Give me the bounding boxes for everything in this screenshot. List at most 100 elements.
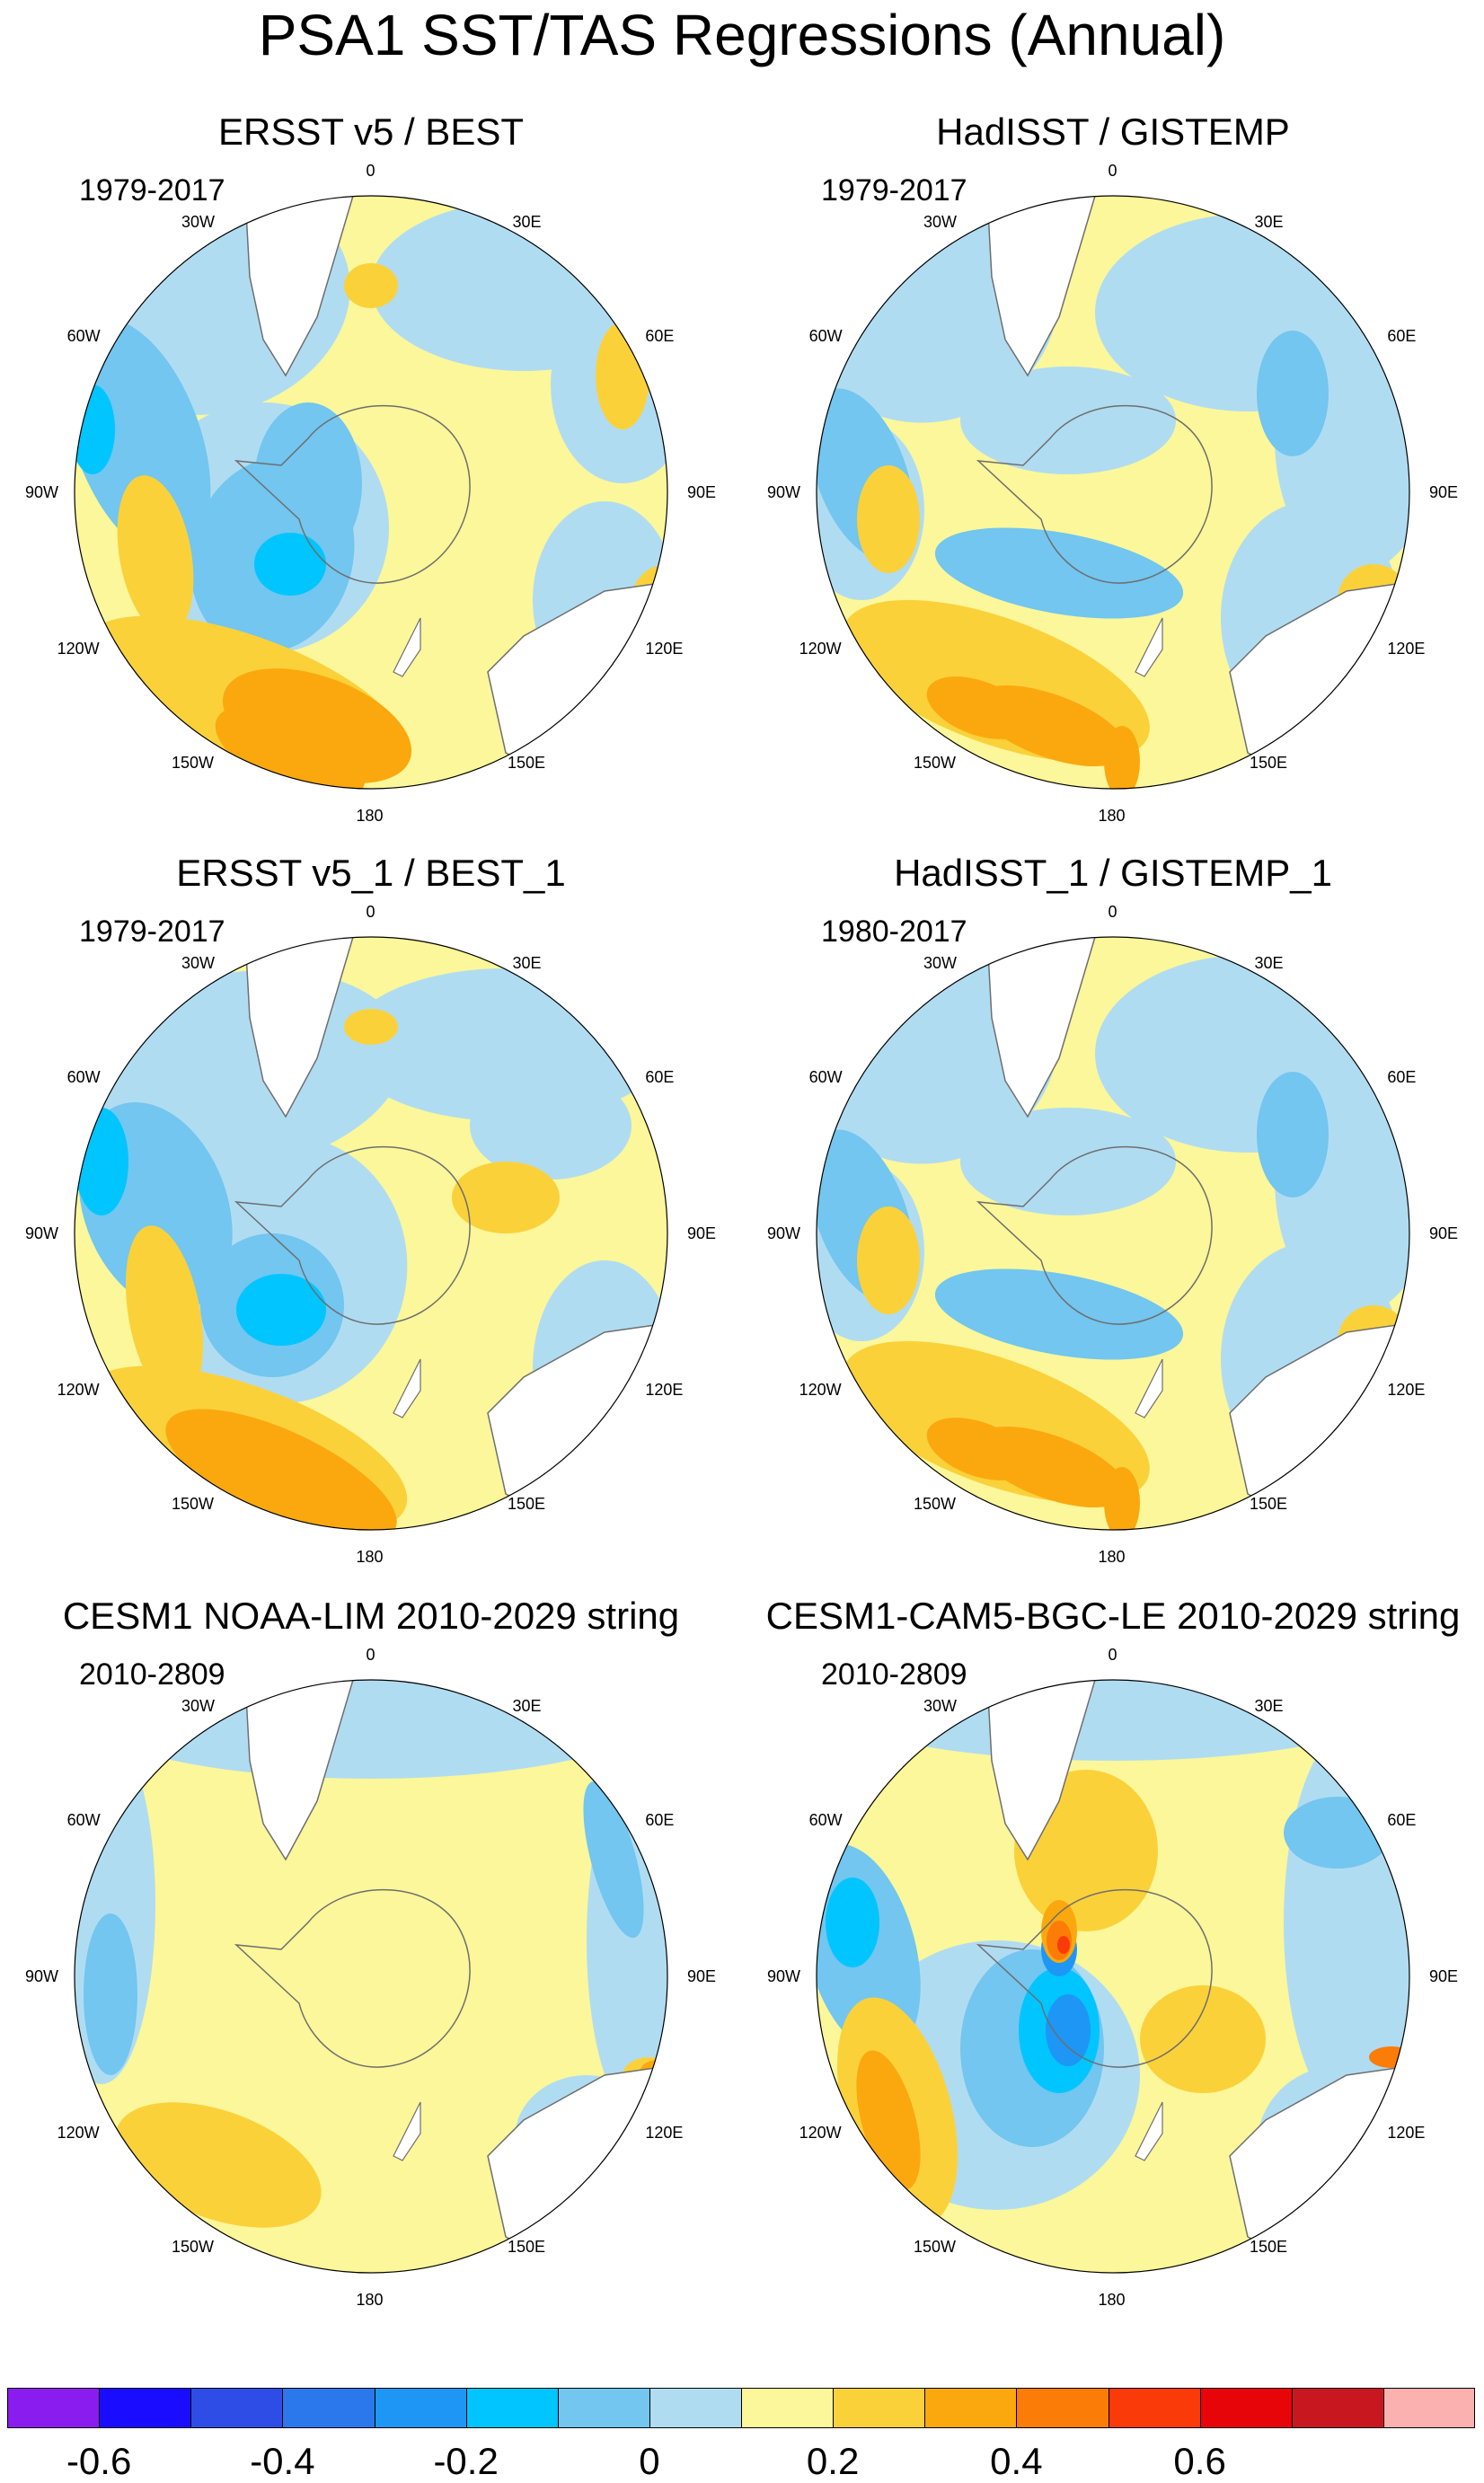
africa-landmass (1301, 1680, 1409, 1766)
contour-region (470, 1072, 632, 1180)
new-zealand-landmass (1135, 1358, 1163, 1418)
panel-years: 1979-2017 (79, 915, 225, 949)
contour-region (165, 1409, 397, 1530)
colorbar-box (465, 2388, 559, 2428)
longitude-label: 90E (687, 1967, 717, 1985)
longitude-label: 90E (687, 1224, 717, 1242)
panel-title: CESM1 NOAA-LIM 2010-2029 string (62, 1595, 680, 1637)
longitude-label: 180 (1098, 807, 1126, 825)
colorbar-tick-label: 0 (639, 2440, 660, 2482)
contour-region (1284, 1725, 1409, 2120)
longitude-label: 60W (808, 1068, 843, 1086)
longitude-label: 90E (687, 483, 717, 501)
longitude-label: 60W (808, 1811, 843, 1829)
colorbar-tick-label: -0.2 (433, 2440, 499, 2482)
new-zealand-landmass (393, 1358, 421, 1418)
longitude-label: 30W (923, 953, 958, 972)
panel-years: 1979-2017 (79, 173, 225, 208)
map-panel: ERSST v5 / BEST 1979-2017 0 30E 60E 90E 120E 15… (0, 90, 742, 832)
colorbar-box (924, 2388, 1018, 2428)
colorbar: -0.6 -0.4 -0.2 0 0.2 0.4 0.6 (0, 2388, 1484, 2482)
panel-title: ERSST v5_1 / BEST_1 (176, 852, 566, 894)
longitude-label: 0 (366, 903, 375, 921)
map-border (816, 195, 1410, 790)
colorbar-box (649, 2388, 742, 2428)
contour-region (960, 1108, 1176, 1215)
contour-region (75, 1680, 667, 1779)
longitude-label: 180 (1098, 1548, 1126, 1566)
longitude-label: 180 (1098, 2291, 1126, 2309)
longitude-label: 180 (356, 807, 384, 825)
antarctica-coastline (976, 1889, 1213, 2068)
south-america-landmass (986, 196, 1097, 377)
longitude-label: 90W (767, 1967, 801, 1985)
panel-title: HadISST / GISTEMP (936, 110, 1290, 153)
africa-landmass (559, 937, 667, 1023)
contour-region (84, 1913, 137, 2075)
contour-region (75, 384, 115, 474)
africa-landmass (1301, 937, 1409, 1023)
contour-region (236, 1274, 326, 1346)
contour-region (215, 705, 366, 789)
polar-map (74, 936, 668, 1531)
africa-landmass (1301, 196, 1409, 282)
polar-map (816, 1679, 1410, 2274)
new-zealand-landmass (393, 2101, 421, 2161)
longitude-label: 90W (767, 1224, 801, 1242)
contour-region (254, 533, 326, 596)
longitude-label: 90W (25, 483, 59, 501)
contour-region (583, 1781, 644, 1939)
contour-region (857, 1206, 920, 1314)
longitude-label: 90W (767, 483, 801, 501)
south-america-landmass (986, 937, 1097, 1118)
longitude-label: 120W (57, 1381, 100, 1399)
longitude-label: 60E (645, 1811, 675, 1829)
longitude-label: 0 (366, 162, 375, 180)
longitude-label: 90W (25, 1967, 59, 1985)
colorbar-box (1108, 2388, 1201, 2428)
contour-region (596, 322, 649, 429)
longitude-label: 120E (645, 1381, 684, 1399)
longitude-label: 90E (1429, 483, 1459, 501)
south-america-landmass (244, 196, 355, 377)
colorbar-box (833, 2388, 926, 2428)
contour-region (117, 475, 194, 635)
longitude-label: 30E (1254, 1696, 1284, 1715)
longitude-label: 60E (645, 327, 675, 345)
polar-map (816, 936, 1410, 1531)
longitude-label: 150W (172, 754, 215, 773)
africa-landmass (559, 196, 667, 282)
panel-title: CESM1-CAM5-BGC-LE 2010-2029 string (765, 1595, 1461, 1637)
contour-region (1369, 2046, 1409, 2068)
south-america-landmass (244, 1680, 355, 1861)
longitude-label: 120W (57, 2124, 100, 2142)
contour-region (1104, 726, 1140, 789)
map-border (816, 1679, 1410, 2274)
longitude-label: 90W (25, 1224, 59, 1242)
colorbar-box (1291, 2388, 1384, 2428)
longitude-label: 120W (799, 2124, 842, 2142)
longitude-label: 30W (923, 1696, 958, 1715)
map-border (816, 936, 1410, 1531)
longitude-label: 30E (512, 1696, 542, 1715)
longitude-label: 120E (1387, 640, 1426, 658)
colorbar-box (282, 2388, 375, 2428)
longitude-label: 120W (799, 1381, 842, 1399)
antarctica-coastline (976, 1146, 1213, 1325)
colorbar-box (557, 2388, 650, 2428)
longitude-label: 30E (512, 212, 542, 231)
contour-region (75, 1108, 128, 1215)
longitude-label: 120W (799, 640, 842, 658)
antarctica-coastline (976, 405, 1213, 584)
contour-region (1284, 1797, 1391, 1869)
colorbar-box (7, 2388, 101, 2428)
longitude-label: 120W (57, 640, 100, 658)
colorbar-box (1382, 2388, 1475, 2428)
figure-title: PSA1 SST/TAS Regressions (Annual) (258, 3, 1226, 67)
longitude-label: 150E (1250, 1495, 1288, 1514)
colorbar-box (190, 2388, 284, 2428)
longitude-label: 60W (66, 327, 101, 345)
contour-region (926, 676, 1030, 739)
colorbar-box (374, 2388, 467, 2428)
new-zealand-landmass (393, 617, 421, 677)
